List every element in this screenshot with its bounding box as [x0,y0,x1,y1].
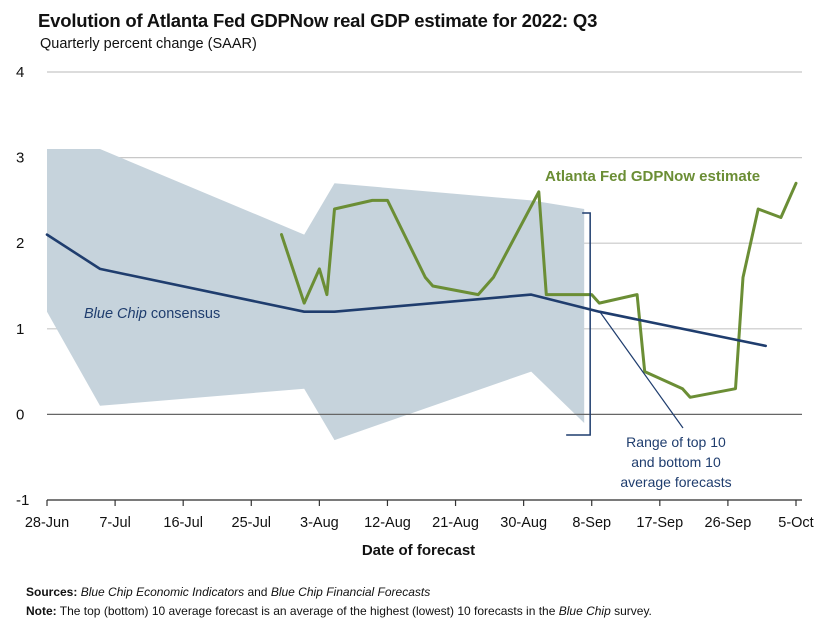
x-tick-label: 12-Aug [364,515,411,531]
x-tick-label: 5-Oct [778,515,813,531]
x-tick-label: 28-Jun [25,515,69,531]
y-tick-label: 3 [16,150,24,167]
x-tick-label: 17-Sep [636,515,683,531]
x-axis-title: Date of forecast [361,542,476,559]
x-tick-label: 16-Jul [163,515,203,531]
annotations: Atlanta Fed GDPNow estimate Blue Chip co… [84,168,760,490]
range-area [47,149,585,441]
series-lines [45,181,798,399]
forecast-range-area [47,149,585,441]
sources-note: Sources: Blue Chip Economic Indicators a… [26,585,431,599]
chart-subtitle: Quarterly percent change (SAAR) [40,36,257,52]
x-tick-label: 30-Aug [500,515,547,531]
range-series-label: Range of top 10 and bottom 10 average fore… [620,434,731,490]
bluechip-line [45,233,768,348]
axes: -1 0 1 2 3 4 28-Jun 7-Jul 16-Jul 25-Jul 3-Aug 12-Au… [16,64,814,531]
x-tick-label: 25-Jul [232,515,272,531]
y-tick-label: 1 [16,321,24,338]
x-tick-label: 7-Jul [99,515,130,531]
x-tick-label: 8-Sep [572,515,611,531]
bluechip-series-label: Blue Chip consensus [84,306,220,322]
footnote: Note: The top (bottom) 10 average foreca… [26,604,652,618]
y-tick-label: 0 [16,406,24,423]
chart-title: Evolution of Atlanta Fed GDPNow real GDP… [38,10,598,31]
y-tick-label: 2 [16,235,24,252]
y-tick-label: 4 [16,64,24,81]
y-tick-label: -1 [16,492,29,509]
gdpnow-series-label: Atlanta Fed GDPNow estimate [545,168,760,185]
range-bracket [566,212,591,436]
x-tick-label: 3-Aug [300,515,339,531]
gdpnow-line [280,181,798,399]
x-tick-label: 21-Aug [432,515,479,531]
x-tick-label: 26-Sep [705,515,752,531]
range-pointer-line [599,311,684,429]
